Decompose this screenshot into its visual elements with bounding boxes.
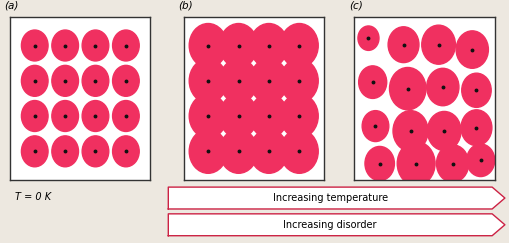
Circle shape — [387, 27, 418, 63]
Circle shape — [397, 142, 434, 185]
Circle shape — [249, 59, 287, 103]
Circle shape — [357, 26, 378, 50]
Circle shape — [21, 30, 48, 61]
Circle shape — [249, 24, 287, 68]
Circle shape — [461, 73, 490, 107]
Polygon shape — [168, 214, 504, 236]
Polygon shape — [168, 187, 504, 209]
Circle shape — [455, 31, 488, 68]
Circle shape — [460, 110, 491, 146]
Circle shape — [21, 136, 48, 167]
Circle shape — [280, 24, 318, 68]
Circle shape — [21, 65, 48, 96]
Text: (a): (a) — [5, 0, 19, 10]
Circle shape — [427, 112, 460, 150]
Circle shape — [82, 136, 108, 167]
Circle shape — [112, 30, 139, 61]
Circle shape — [249, 94, 287, 138]
Circle shape — [21, 101, 48, 131]
Circle shape — [189, 94, 227, 138]
Circle shape — [52, 136, 78, 167]
Circle shape — [112, 101, 139, 131]
Circle shape — [82, 101, 108, 131]
Circle shape — [112, 65, 139, 96]
Text: (c): (c) — [348, 0, 362, 10]
Text: (b): (b) — [178, 0, 192, 10]
Circle shape — [389, 68, 425, 110]
Circle shape — [82, 30, 108, 61]
Circle shape — [82, 65, 108, 96]
Circle shape — [52, 30, 78, 61]
Circle shape — [364, 147, 393, 181]
Circle shape — [392, 111, 427, 151]
Circle shape — [280, 94, 318, 138]
Circle shape — [189, 129, 227, 173]
Circle shape — [358, 66, 386, 98]
Circle shape — [52, 65, 78, 96]
Circle shape — [219, 129, 257, 173]
Circle shape — [189, 59, 227, 103]
Circle shape — [189, 24, 227, 68]
Text: Increasing disorder: Increasing disorder — [283, 220, 376, 230]
Text: Increasing temperature: Increasing temperature — [272, 193, 387, 203]
Circle shape — [219, 94, 257, 138]
Circle shape — [249, 129, 287, 173]
Circle shape — [280, 129, 318, 173]
Circle shape — [436, 145, 468, 182]
Circle shape — [112, 136, 139, 167]
Circle shape — [280, 59, 318, 103]
Circle shape — [52, 101, 78, 131]
Circle shape — [219, 24, 257, 68]
Circle shape — [426, 68, 458, 106]
Circle shape — [421, 25, 455, 64]
Circle shape — [361, 111, 388, 142]
Circle shape — [466, 144, 494, 177]
Text: T = 0 K: T = 0 K — [15, 192, 51, 202]
Circle shape — [219, 59, 257, 103]
